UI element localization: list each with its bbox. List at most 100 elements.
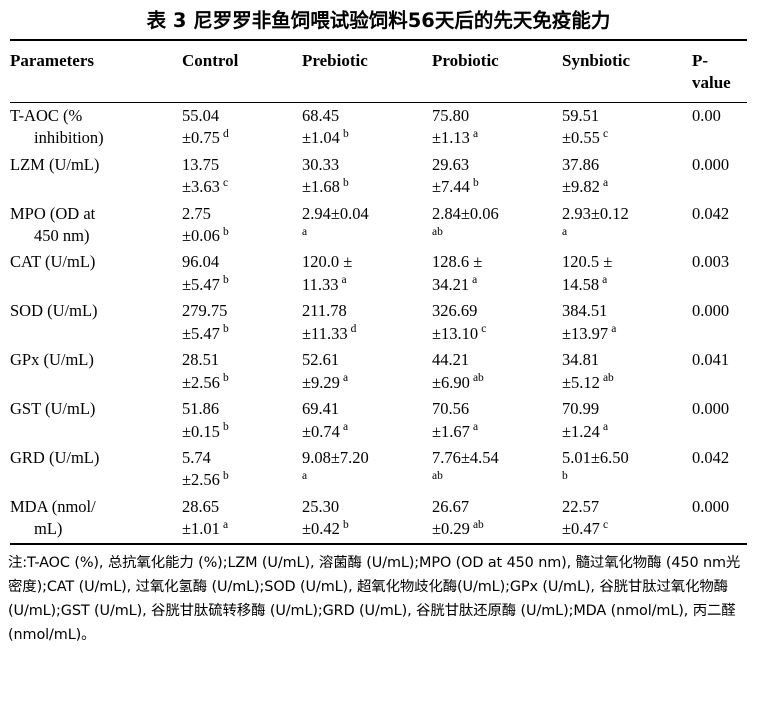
significance-label: b xyxy=(222,421,229,434)
significance-label: ab xyxy=(602,372,614,385)
cell-control: 96.04 ±5.47 b xyxy=(182,249,302,298)
cell-pvalue: 0.000 xyxy=(692,301,730,321)
table-row: SOD (U/mL) 279.75 ±5.47 b 211.78 ±11.33 d 326.6… xyxy=(10,298,747,347)
cell-control: 13.75 ±3.63 c xyxy=(182,152,302,201)
parameter-line-1: LZM (U/mL) xyxy=(10,154,100,174)
cell-value-line-2: ±5.47 b xyxy=(182,274,229,294)
cell-prebiotic: 52.61 ±9.29 a xyxy=(302,347,432,396)
parameter-line-1: SOD (U/mL) xyxy=(10,301,98,321)
significance-label: b xyxy=(222,274,229,287)
cell-pvalue: 0.000 xyxy=(692,399,730,419)
significance-label: b xyxy=(222,323,229,336)
cell-value-line-1: 52.61 xyxy=(302,350,340,370)
cell-value-line-1: 120.0 ± xyxy=(302,252,353,272)
cell-probiotic: 7.76±4.54 ab xyxy=(432,445,562,494)
significance-label: a xyxy=(222,518,229,531)
cell-value-line-2: ±2.56 b xyxy=(182,372,229,392)
cell-value-line-1: 59.51 xyxy=(562,105,600,125)
significance-label: a xyxy=(472,127,479,140)
cell-value-line-1: 2.84±0.06 xyxy=(432,203,499,223)
cell-value-line-1: 326.69 xyxy=(432,301,478,321)
cell-control: 279.75 ±5.47 b xyxy=(182,298,302,347)
cell-value-line-1: 68.45 xyxy=(302,105,340,125)
significance-label: a xyxy=(602,176,609,189)
cell-value-line-2: ±0.06 b xyxy=(182,225,229,246)
cell-probiotic: 26.67 ±0.29 ab xyxy=(432,494,562,544)
cell-value-line-2: ±11.33 d xyxy=(302,323,357,343)
table-row: GRD (U/mL) 5.74 ±2.56 b 9.08±7.20 a 7.76±4.54 a… xyxy=(10,445,747,494)
cell-value-line-2: ±1.67 a xyxy=(432,421,479,441)
cell-pvalue: 0.000 xyxy=(692,154,730,174)
column-header-pvalue: P- value xyxy=(692,40,747,103)
cell-value-line-1: 2.75 xyxy=(182,203,211,223)
cell-probiotic: 70.56 ±1.67 a xyxy=(432,396,562,445)
significance-label: a xyxy=(602,421,609,434)
row-parameter-label: GST (U/mL) xyxy=(10,396,182,445)
column-header-synbiotic: Synbiotic xyxy=(562,40,692,103)
cell-value-line-1: 279.75 xyxy=(182,301,228,321)
significance-label: b xyxy=(472,176,479,189)
significance-label: c xyxy=(222,176,229,189)
cell-value-line-1: 96.04 xyxy=(182,252,220,272)
parameter-line-1: GST (U/mL) xyxy=(10,399,96,419)
table-body: T-AOC (% inhibition) 55.04 ±0.75 d 68.45 ±1.04… xyxy=(10,102,747,544)
cell-value-line-1: 26.67 xyxy=(432,496,470,516)
significance-label: a xyxy=(302,226,308,239)
cell-synbiotic: 5.01±6.50 b xyxy=(562,445,692,494)
cell-prebiotic: 9.08±7.20 a xyxy=(302,445,432,494)
cell-value-line-1: 128.6 ± xyxy=(432,252,483,272)
cell-value-line-1: 51.86 xyxy=(182,399,220,419)
significance-label: c xyxy=(602,127,609,140)
significance-label: c xyxy=(481,323,487,336)
significance-label: b xyxy=(222,225,229,238)
row-parameter-label: LZM (U/mL) xyxy=(10,152,182,201)
cell-value-line-2: ±2.56 b xyxy=(182,469,229,490)
parameter-line-1: MDA (nmol/ xyxy=(10,496,96,516)
cell-value-line-2: 34.21 a xyxy=(432,274,478,294)
cell-value-line-1: 44.21 xyxy=(432,350,470,370)
cell-control: 55.04 ±0.75 d xyxy=(182,102,302,151)
cell-value-line-2: ±1.68 b xyxy=(302,176,349,197)
cell-control: 5.74 ±2.56 b xyxy=(182,445,302,494)
cell-pvalue: 0.041 xyxy=(692,350,730,370)
significance-label: a xyxy=(611,323,617,336)
cell-prebiotic: 120.0 ±11.33 a xyxy=(302,249,432,298)
cell-value-line-1: 34.81 xyxy=(562,350,600,370)
cell-value-line-2: ±0.74 a xyxy=(302,421,349,441)
cell-value-line-2: ±1.01 a xyxy=(182,518,229,539)
cell-prebiotic: 25.30 ±0.42 b xyxy=(302,494,432,544)
column-header-parameters: Parameters xyxy=(10,40,182,103)
cell-value-line-2: ±7.44 b xyxy=(432,176,479,197)
row-parameter-label: CAT (U/mL) xyxy=(10,249,182,298)
cell-value-line-2: 14.58 a xyxy=(562,274,608,294)
significance-label: d xyxy=(350,323,357,336)
column-header-pvalue-line2: value xyxy=(692,72,731,92)
table-title: 表 3 尼罗罗非鱼饲喂试验饲料56天后的先天免疫能力 xyxy=(146,9,611,32)
table-footnote: 注:T-AOC (%), 总抗氧化能力 (%);LZM (U/mL), 溶菌酶 … xyxy=(8,554,741,644)
significance-label: d xyxy=(222,127,229,140)
cell-value-line-1: 25.30 xyxy=(302,496,340,516)
table-row: GPx (U/mL) 28.51 ±2.56 b 52.61 ±9.29 a 44.21 ±6.… xyxy=(10,347,747,396)
significance-label: b xyxy=(342,127,349,140)
significance-label: b xyxy=(562,470,568,483)
cell-synbiotic: 34.81 ±5.12 ab xyxy=(562,347,692,396)
parameter-line-1: T-AOC (% xyxy=(10,105,83,125)
cell-value-line-1: 2.94±0.04 xyxy=(302,203,369,223)
cell-value-line-1: 211.78 xyxy=(302,301,347,321)
cell-value-line-1: 70.99 xyxy=(562,399,600,419)
cell-probiotic: 326.69 ±13.10 c xyxy=(432,298,562,347)
cell-value-line-2: ±0.55 c xyxy=(562,127,609,148)
row-parameter-label: SOD (U/mL) xyxy=(10,298,182,347)
significance-label: ab xyxy=(472,372,484,385)
cell-prebiotic: 69.41 ±0.74 a xyxy=(302,396,432,445)
cell-control: 28.65 ±1.01 a xyxy=(182,494,302,544)
cell-value-line-2: ±9.82 a xyxy=(562,176,609,197)
cell-pvalue: 0.000 xyxy=(692,496,730,516)
cell-value-line-2: ±5.47 b xyxy=(182,323,229,343)
parameter-line-2: 450 nm) xyxy=(34,226,90,246)
row-parameter-label: T-AOC (% inhibition) xyxy=(10,102,182,151)
cell-value-line-1: 55.04 xyxy=(182,105,220,125)
cell-value-line-1: 120.5 ± xyxy=(562,252,613,272)
cell-value-line-2: ±13.97 a xyxy=(562,323,617,343)
cell-control: 2.75 ±0.06 b xyxy=(182,201,302,250)
